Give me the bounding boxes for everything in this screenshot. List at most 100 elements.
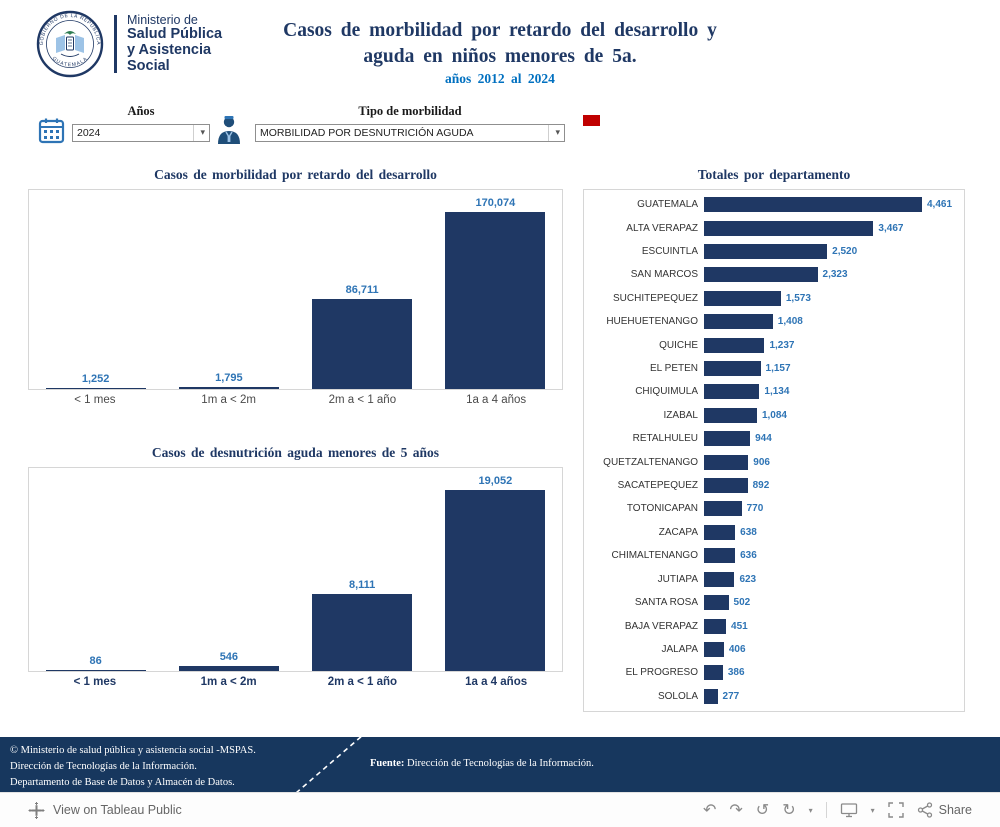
dept-bar[interactable] [704,337,765,353]
dept-row: ALTA VERAPAZ 3,467 [588,220,958,236]
fullscreen-icon[interactable] [887,802,904,818]
bar[interactable] [312,298,413,389]
years-dropdown[interactable]: 2024 ▾ [72,124,210,142]
dept-bar[interactable] [704,290,781,306]
bar-value-label: 170,074 [475,197,516,209]
years-filter: Años 2024 ▾ [72,104,210,142]
dept-value: 2,323 [822,269,848,281]
dept-row: ZACAPA 638 [588,524,958,540]
dept-row: ESCUINTLA 2,520 [588,244,958,260]
dept-value: 1,408 [777,316,803,328]
dept-bar[interactable] [704,431,751,447]
dept-value: 451 [731,620,748,632]
bar-value-label: 19,052 [478,475,513,487]
dept-value: 2,520 [832,246,858,258]
bar[interactable] [45,387,146,389]
page-subtitle: años 2012 al 2024 [445,71,555,87]
dept-bar[interactable] [704,454,749,470]
dashboard-title-block: Casos de morbilidad por retardo del desa… [255,18,745,87]
dept-row: QUETZALTENANGO 906 [588,454,958,470]
dept-value: 638 [740,526,757,538]
departamento-plot-area: GUATEMALA 4,461 ALTA VERAPAZ 3,467 ESCUINTLA… [583,189,965,712]
years-filter-label: Años [127,104,155,118]
dept-row: SOLOLA 277 [588,688,958,704]
share-button[interactable]: Share [917,802,972,818]
caret-down-icon: ▾ [193,125,205,141]
footer: © Ministerio de salud pública y asistenc… [0,737,1000,792]
replay-icon[interactable]: ↺ [755,800,770,819]
download-device-icon[interactable] [840,802,858,818]
share-icon [917,802,932,818]
dept-value: 944 [755,433,772,445]
page-title: Casos de morbilidad por retardo del desa… [255,18,745,69]
bar[interactable] [45,669,146,671]
dept-label: ESCUINTLA [641,246,698,258]
dept-label: QUETZALTENANGO [603,456,698,468]
dept-bar[interactable] [704,548,736,564]
red-indicator [583,115,600,126]
dept-bar[interactable] [704,595,729,611]
bar-cell: 86,711 [296,190,429,389]
dept-row: CHIMALTENANGO 636 [588,548,958,564]
dept-bar[interactable] [704,267,818,283]
years-dropdown-value: 2024 [77,127,101,139]
footer-line-3: Departamento de Base de Datos y Almacén … [10,776,235,788]
caret-down-icon[interactable]: ▾ [808,805,813,815]
dept-bar[interactable] [704,524,736,540]
aguda-x-axis: < 1 mes 1m a < 2m 2m a < 1 año 1a a 4 años [28,676,563,688]
dept-bar[interactable] [704,314,773,330]
dept-value: 892 [752,480,770,492]
bar[interactable] [445,490,546,671]
dept-bar[interactable] [704,384,760,400]
refresh-icon[interactable]: ↻ [782,800,796,819]
bar[interactable] [178,387,279,389]
redo-icon[interactable]: ↷ [729,800,743,819]
bar[interactable] [178,665,279,671]
ministry-name: Ministerio de Salud Pública y Asistencia… [127,13,222,74]
dept-bar[interactable] [704,478,748,494]
government-seal-icon: GOBIERNO DE LA REPÚBLICA GUATEMALA [36,10,104,78]
dept-label: GUATEMALA [637,199,698,211]
dept-value: 1,157 [765,363,791,375]
undo-icon[interactable]: ↶ [702,800,717,819]
dept-value: 1,573 [785,292,811,304]
morbidity-type-filter: Tipo de morbilidad MORBILIDAD POR DESNUT… [255,104,565,142]
dept-label: BAJA VERAPAZ [624,620,698,632]
dept-value: 406 [728,643,746,655]
fuente-label: Fuente: [370,758,405,769]
bar-cell: 170,074 [429,190,562,389]
dept-bar[interactable] [704,641,724,657]
dept-value: 623 [739,573,757,585]
dept-value: 906 [753,456,770,468]
dept-bar[interactable] [704,665,723,681]
dept-bar[interactable] [704,501,742,517]
bar[interactable] [445,212,546,389]
dept-label: EL PROGRESO [625,667,698,679]
dept-bar[interactable] [704,688,718,704]
dept-bar[interactable] [704,244,828,260]
dept-bar[interactable] [704,197,922,213]
ministry-line-3: y Asistencia [127,41,212,58]
dept-row: SAN MARCOS 2,323 [588,267,958,283]
dept-label: ZACAPA [658,526,698,538]
axis-label: 1a a 4 años [465,676,528,688]
dept-row: GUATEMALA 4,461 [588,197,958,213]
dept-row: HUEHUETENANGO 1,408 [588,314,958,330]
dept-bar[interactable] [704,361,761,377]
bar-cell: 1,795 [162,190,295,389]
dept-bar[interactable] [704,618,727,634]
chart-totales-departamento: Totales por departamento GUATEMALA 4,461 A… [583,167,965,712]
bar[interactable] [312,593,413,671]
morbidity-type-dropdown[interactable]: MORBILIDAD POR DESNUTRICIÓN AGUDA ▾ [255,124,565,142]
tableau-attribution-link[interactable]: View on Tableau Public [28,801,182,819]
chart-departamento-title: Totales por departamento [697,167,851,182]
dept-bar[interactable] [704,220,874,236]
dept-bar[interactable] [704,571,735,587]
footer-line-1: © Ministerio de salud pública y asistenc… [10,745,256,756]
dept-bar[interactable] [704,407,757,423]
dept-row: SACATEPEQUEZ 892 [588,478,958,494]
caret-down-icon[interactable]: ▾ [870,805,875,815]
dept-value: 4,461 [927,199,953,211]
mspas-logo: GOBIERNO DE LA REPÚBLICA GUATEMALA Minis… [36,10,222,78]
